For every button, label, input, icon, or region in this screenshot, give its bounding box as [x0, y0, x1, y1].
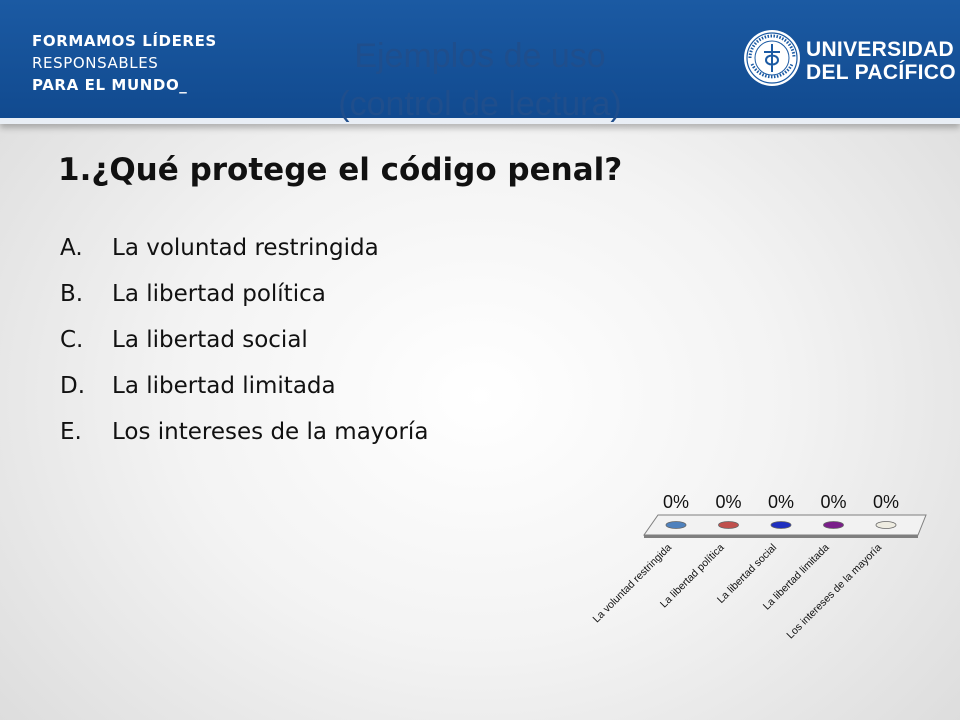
slide-title-line-2: (control de lectura)	[338, 85, 622, 123]
option-b: B. La libertad política	[60, 271, 428, 317]
chart-data-label: 0%	[820, 492, 846, 512]
chart-category-label: Los intereses de la mayoría	[784, 542, 884, 642]
university-seal-icon	[744, 30, 800, 86]
option-text: Los intereses de la mayoría	[112, 419, 429, 445]
option-letter: C.	[60, 327, 84, 353]
chart-floor-edge	[644, 535, 918, 538]
chart-data-label: 0%	[768, 492, 794, 512]
chart-bar-top	[823, 521, 844, 529]
option-text: La libertad social	[112, 327, 308, 353]
chart-bar-top	[665, 521, 687, 529]
chart-bar-top	[770, 521, 792, 529]
option-letter: D.	[60, 373, 86, 399]
slide-header: FORMAMOS LÍDERES RESPONSABLES PARA EL MU…	[0, 0, 960, 124]
university-name: UNIVERSIDAD DEL PACÍFICO	[806, 38, 956, 84]
option-text: La libertad limitada	[112, 373, 336, 399]
chart-bar-top	[875, 521, 897, 529]
slide-title-line-1: Ejemplos de uso	[354, 37, 606, 75]
option-text: La voluntad restringida	[112, 235, 379, 261]
slogan: FORMAMOS LÍDERES RESPONSABLES PARA EL MU…	[32, 30, 217, 96]
chart-bar-top	[718, 521, 739, 529]
chart-data-label: 0%	[715, 492, 741, 512]
university-name-line-2: DEL PACÍFICO	[806, 61, 956, 84]
slide-title: Ejemplos de uso (control de lectura)	[240, 32, 720, 128]
option-letter: A.	[60, 235, 83, 261]
option-a: A. La voluntad restringida	[60, 225, 428, 271]
question-text: 1.¿Qué protege el código penal?	[58, 152, 623, 188]
option-letter: E.	[60, 419, 82, 445]
university-name-line-1: UNIVERSIDAD	[806, 38, 954, 61]
answer-options: A. La voluntad restringida B. La libertad …	[60, 225, 428, 455]
option-c: C. La libertad social	[60, 317, 428, 363]
slogan-line-2: RESPONSABLES	[32, 54, 159, 72]
option-d: D. La libertad limitada	[60, 363, 428, 409]
option-text: La libertad política	[112, 281, 326, 307]
slogan-line-1: FORMAMOS LÍDERES	[32, 32, 217, 50]
option-letter: B.	[60, 281, 84, 307]
chart-data-label: 0%	[873, 492, 899, 512]
option-e: E. Los intereses de la mayoría	[60, 409, 428, 455]
chart-category-label: La voluntad restringida	[591, 542, 675, 626]
slogan-line-3: PARA EL MUNDO_	[32, 76, 188, 94]
chart-data-label: 0%	[663, 492, 689, 512]
